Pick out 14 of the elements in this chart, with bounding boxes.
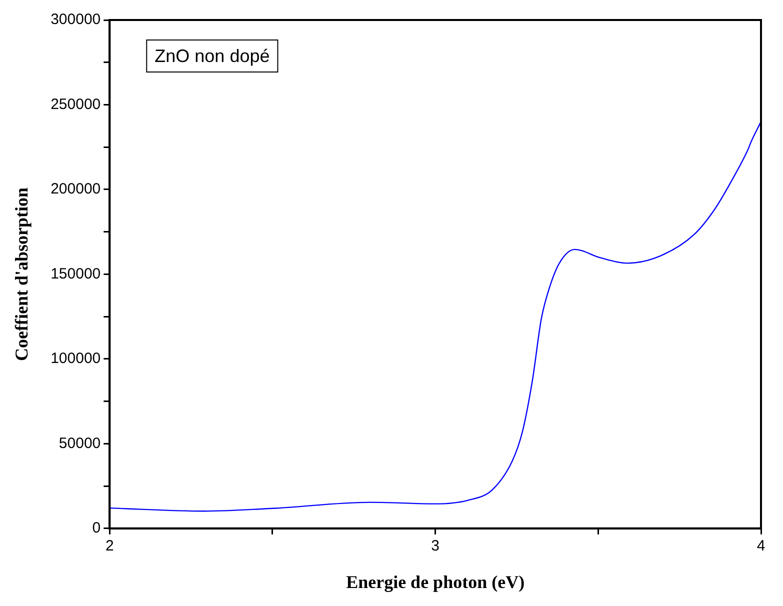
x-axis-title: Energie de photon (eV): [346, 572, 525, 592]
y-axis-title: Coeffient d'absorption: [11, 187, 32, 361]
annotation: ZnO non dopé: [154, 46, 270, 66]
y-tick-label: 0: [92, 520, 101, 537]
y-tick-label: 150000: [50, 265, 101, 282]
x-tick-label: 4: [756, 538, 766, 555]
y-tick-label: 100000: [50, 350, 101, 368]
y-tick-label: 200000: [50, 180, 101, 198]
y-tick-label: 250000: [50, 96, 101, 113]
y-tick-label: 300000: [50, 11, 101, 28]
line-series: [110, 121, 761, 512]
y-tick-label: 50000: [58, 434, 101, 452]
x-tick-label: 3: [431, 538, 440, 555]
x-tick-label: 2: [105, 538, 114, 555]
